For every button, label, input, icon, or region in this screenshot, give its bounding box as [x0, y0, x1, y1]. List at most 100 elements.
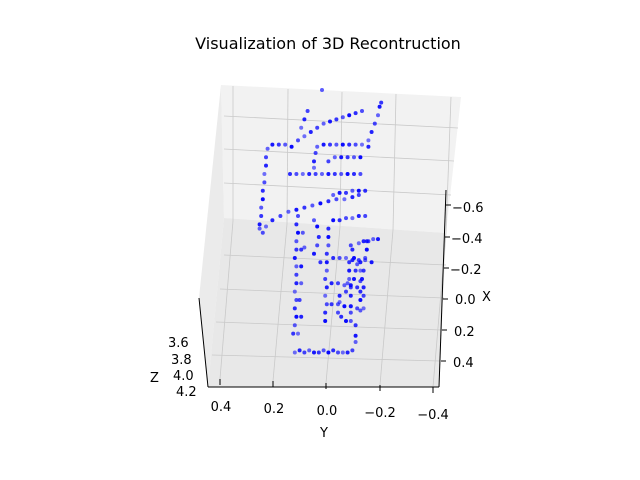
scatter-point	[289, 144, 294, 149]
scatter-point	[348, 243, 353, 248]
scatter-point	[286, 209, 291, 214]
y-axis-label: Y	[319, 426, 328, 441]
scatter-point	[292, 256, 297, 260]
scatter-point	[302, 245, 307, 250]
scatter-point	[339, 172, 344, 176]
scatter-point	[324, 302, 329, 307]
scatter-point	[350, 348, 355, 353]
scatter-point	[299, 314, 304, 319]
scatter-point	[312, 165, 316, 170]
scatter-point	[294, 281, 299, 286]
scatter-point	[300, 230, 305, 235]
scatter-point	[299, 264, 304, 269]
scatter-point	[358, 308, 363, 313]
scatter-point	[264, 163, 268, 168]
scatter-point	[260, 188, 265, 193]
scatter-point	[366, 138, 371, 143]
scatter-point	[312, 218, 316, 223]
scatter-point	[296, 331, 300, 336]
y-tick-label: 0.4	[211, 400, 232, 415]
scatter-point	[294, 239, 299, 244]
scatter-point	[353, 323, 358, 328]
scatter-point	[321, 121, 326, 126]
scatter-point	[334, 142, 339, 147]
scatter-point	[361, 306, 366, 311]
scatter-point	[340, 115, 345, 120]
scatter-point	[323, 310, 328, 315]
scatter-point	[264, 155, 268, 160]
scatter-point	[342, 197, 347, 202]
scatter-point	[259, 205, 264, 210]
scatter-point	[337, 190, 342, 195]
z-axis-line	[198, 297, 209, 388]
scatter-point	[320, 172, 324, 176]
scatter-point	[355, 262, 360, 267]
scatter-point	[307, 348, 312, 353]
scatter-point	[360, 109, 364, 113]
scatter-point	[350, 258, 355, 263]
scatter-point	[313, 151, 318, 155]
scatter-point	[355, 285, 360, 290]
scatter-point	[307, 172, 312, 176]
scatter-point	[264, 224, 268, 229]
scatter-point	[348, 319, 353, 323]
scatter-point	[350, 216, 355, 221]
scatter-point	[299, 125, 304, 130]
scatter-point	[332, 155, 337, 160]
scatter-point	[294, 247, 299, 252]
scatter-point	[332, 172, 337, 176]
scatter-point	[358, 155, 363, 160]
scatter-point	[345, 155, 350, 160]
scatter-point	[288, 172, 292, 176]
y-tick-label: −0.4	[417, 408, 449, 423]
scatter-point	[323, 293, 328, 298]
scatter-point	[376, 237, 380, 242]
scatter-point	[353, 268, 358, 273]
scatter-point	[312, 251, 316, 256]
scatter-point	[344, 319, 348, 323]
scatter-point	[316, 350, 321, 355]
scatter-point	[326, 226, 331, 231]
scatter-point	[313, 172, 318, 176]
y-tick-labels: 0.4 0.2 0.0 −0.2 −0.4	[211, 400, 449, 423]
scatter-point	[340, 350, 345, 355]
scatter-point	[356, 241, 361, 246]
scatter-point	[371, 237, 376, 242]
scatter-point	[379, 100, 384, 105]
scatter-point	[361, 293, 366, 298]
scatter-point	[358, 289, 363, 294]
scatter-point	[315, 125, 320, 130]
z-tick-label: 4.2	[176, 385, 197, 400]
scatter-point	[348, 304, 353, 309]
x-axis-line	[438, 189, 447, 388]
scatter-point	[320, 88, 324, 92]
scatter-point	[339, 155, 344, 160]
scatter-point	[283, 142, 288, 147]
scatter-point	[352, 172, 356, 176]
scatter-point	[348, 310, 353, 315]
scatter-point	[300, 172, 305, 176]
scatter-point	[326, 159, 331, 164]
scatter-point	[348, 283, 353, 288]
scatter-point	[324, 251, 329, 256]
scatter-point	[345, 172, 350, 176]
scatter-point	[331, 348, 336, 353]
scatter-point	[331, 218, 336, 223]
scatter-point	[363, 188, 368, 193]
scatter-point	[324, 285, 329, 290]
scatter-point	[294, 207, 299, 212]
scatter-point	[364, 247, 369, 252]
scatter-point	[350, 188, 355, 193]
scatter-point	[356, 188, 361, 193]
scatter-point	[318, 201, 323, 206]
scatter-point	[323, 277, 328, 281]
scatter-point	[291, 331, 296, 336]
scatter-point	[260, 230, 265, 235]
scatter-point	[353, 142, 358, 147]
scatter-point	[350, 195, 355, 200]
z-tick-label: 3.8	[171, 353, 192, 368]
scatter-point	[337, 218, 342, 223]
scatter-point	[326, 243, 331, 248]
scatter-point	[363, 214, 368, 218]
scatter-points	[257, 88, 384, 355]
